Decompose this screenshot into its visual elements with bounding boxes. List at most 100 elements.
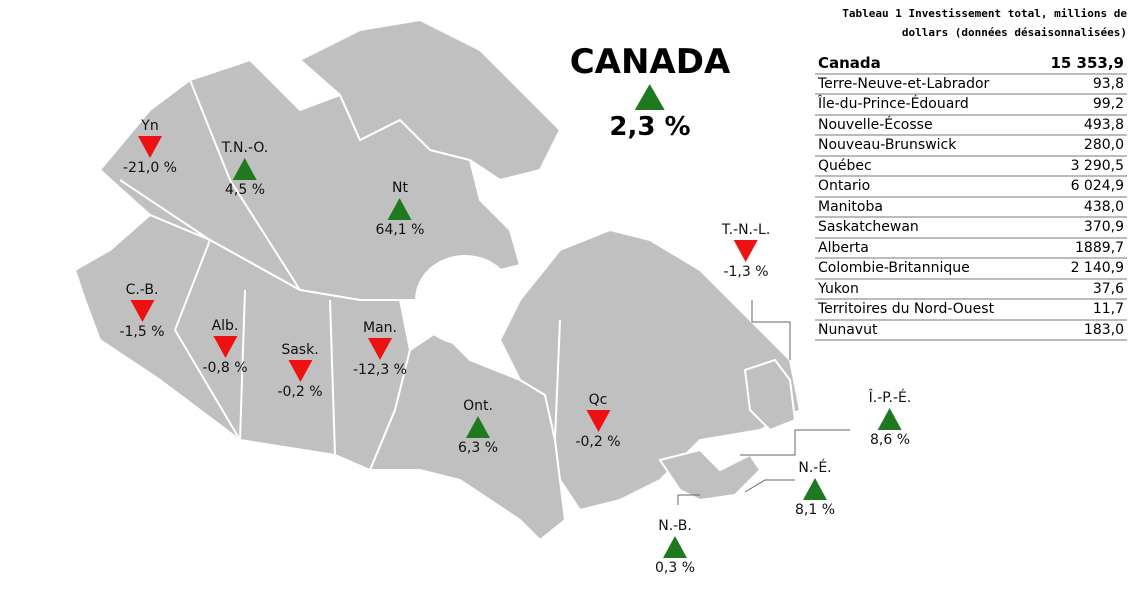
down-arrow-icon — [129, 300, 154, 322]
row-value: 99,2 — [1092, 96, 1124, 112]
region-marker-nt: Nt 64,1 % — [376, 180, 425, 238]
region-change: -12,3 % — [353, 362, 407, 378]
table-row: Saskatchewan 370,9 — [815, 218, 1127, 239]
table-row: Nunavut 183,0 — [815, 321, 1127, 341]
row-name: Québec — [818, 157, 872, 174]
national-change: 2,3 % — [609, 112, 691, 142]
region-change: -1,5 % — [119, 324, 165, 340]
region-qc — [498, 228, 802, 512]
table-row: Québec 3 290,5 — [815, 157, 1127, 177]
caption-line-2: dollars (données désaisonnalisées) — [901, 26, 1127, 39]
region-marker-yn: Yn -21,0 % — [123, 118, 177, 176]
region-change: 6,3 % — [457, 440, 499, 456]
row-name: Manitoba — [818, 198, 883, 215]
region-change: 0,3 % — [654, 560, 696, 576]
row-name: Colombie-Britannique — [818, 260, 970, 276]
region-abbr: Man. — [363, 320, 397, 336]
region-abbr: Î.-P.-É. — [868, 390, 912, 406]
row-name: Terre-Neuve-et-Labrador — [818, 75, 990, 92]
down-arrow-icon — [734, 240, 758, 262]
row-value: 183,0 — [1083, 321, 1124, 338]
table-row: Nouveau-Brunswick 280,0 — [815, 136, 1127, 157]
region-marker-alb: Alb. -0,8 % — [202, 318, 247, 376]
row-value: 93,8 — [1092, 75, 1124, 92]
row-value: 6 024,9 — [1070, 178, 1124, 194]
up-arrow-icon — [388, 198, 412, 220]
row-value: 280,0 — [1083, 137, 1124, 153]
row-value: 438,0 — [1083, 198, 1124, 215]
region-marker-nb: N.-B. 0,3 % — [655, 518, 695, 576]
region-abbr: Qc — [588, 392, 608, 408]
row-name: Nouveau-Brunswick — [818, 137, 957, 153]
region-abbr: N.-B. — [658, 518, 692, 534]
region-change: -0,2 % — [277, 384, 323, 400]
region-marker-tnl: T.-N.-L. -1,3 % — [722, 222, 771, 280]
region-abbr: Nt — [392, 180, 408, 196]
row-value: 370,9 — [1083, 219, 1124, 235]
region-abbr: C.-B. — [125, 282, 159, 298]
up-arrow-icon — [466, 416, 490, 438]
region-abbr: Sask. — [281, 342, 319, 358]
row-value: 1889,7 — [1075, 239, 1124, 256]
region-change: -0,8 % — [202, 360, 248, 376]
down-arrow-icon — [585, 410, 610, 432]
row-value: 3 290,5 — [1070, 157, 1124, 174]
region-abbr: Alb. — [211, 318, 239, 334]
row-name: Île-du-Prince-Édouard — [818, 96, 969, 112]
region-change: 64,1 % — [375, 222, 425, 238]
table-row: Colombie-Britannique 2 140,9 — [815, 259, 1127, 280]
region-change: 4,5 % — [224, 182, 266, 198]
row-name: Alberta — [818, 239, 869, 256]
down-arrow-icon — [287, 360, 312, 382]
table-row: Ontario 6 024,9 — [815, 177, 1127, 198]
leader-lines — [677, 300, 850, 505]
region-marker-ont: Ont. 6,3 % — [458, 398, 498, 456]
national-name: CANADA — [569, 42, 731, 82]
region-abbr: Ont. — [463, 398, 493, 414]
region-maritimes — [658, 448, 762, 502]
table-row: Manitoba 438,0 — [815, 198, 1127, 218]
down-arrow-icon — [212, 336, 237, 358]
table-row: Canada 15 353,9 — [815, 54, 1127, 75]
region-marker-ipe: Î.-P.-É. 8,6 % — [869, 390, 912, 448]
up-arrow-icon — [803, 478, 827, 500]
row-value: 37,6 — [1092, 280, 1124, 297]
row-value: 2 140,9 — [1070, 260, 1124, 276]
up-arrow-icon — [634, 84, 665, 110]
up-arrow-icon — [232, 158, 257, 180]
region-marker-sask: Sask. -0,2 % — [277, 342, 322, 400]
table-row: Nouvelle-Écosse 493,8 — [815, 116, 1127, 136]
row-name: Saskatchewan — [818, 219, 919, 235]
region-change: -1,3 % — [723, 264, 769, 280]
table-caption: Tableau 1 Investissement total, millions… — [815, 4, 1127, 42]
region-marker-tno: T.N.-O. 4,5 % — [222, 140, 269, 198]
region-marker-ne: N.-É. 8,1 % — [795, 460, 835, 518]
region-abbr: Yn — [141, 118, 159, 134]
row-value: 493,8 — [1083, 116, 1124, 133]
row-name: Ontario — [818, 178, 871, 194]
region-change: -0,2 % — [575, 434, 621, 450]
up-arrow-icon — [663, 536, 687, 558]
region-change: 8,1 % — [794, 502, 836, 518]
row-name: Nouvelle-Écosse — [818, 116, 933, 133]
table-row: Alberta 1889,7 — [815, 239, 1127, 259]
row-name: Territoires du Nord-Ouest — [818, 301, 995, 317]
region-marker-cb: C.-B. -1,5 % — [119, 282, 164, 340]
region-change: -21,0 % — [123, 160, 177, 176]
region-islands — [298, 18, 562, 182]
region-change: 8,6 % — [869, 432, 911, 448]
table-row: Île-du-Prince-Édouard 99,2 — [815, 95, 1127, 116]
row-name: Nunavut — [818, 321, 878, 338]
region-abbr: T.N.-O. — [221, 140, 269, 156]
investment-table: Tableau 1 Investissement total, millions… — [815, 4, 1127, 341]
region-marker-man: Man. -12,3 % — [353, 320, 407, 378]
down-arrow-icon — [367, 338, 392, 360]
table-row: Yukon 37,6 — [815, 280, 1127, 300]
national-summary: CANADA 2,3 % — [570, 42, 731, 142]
row-value: 15 353,9 — [1050, 54, 1124, 72]
table-row: Territoires du Nord-Ouest 11,7 — [815, 300, 1127, 321]
down-arrow-icon — [137, 136, 162, 158]
row-name: Yukon — [818, 280, 859, 297]
row-name: Canada — [818, 54, 881, 72]
